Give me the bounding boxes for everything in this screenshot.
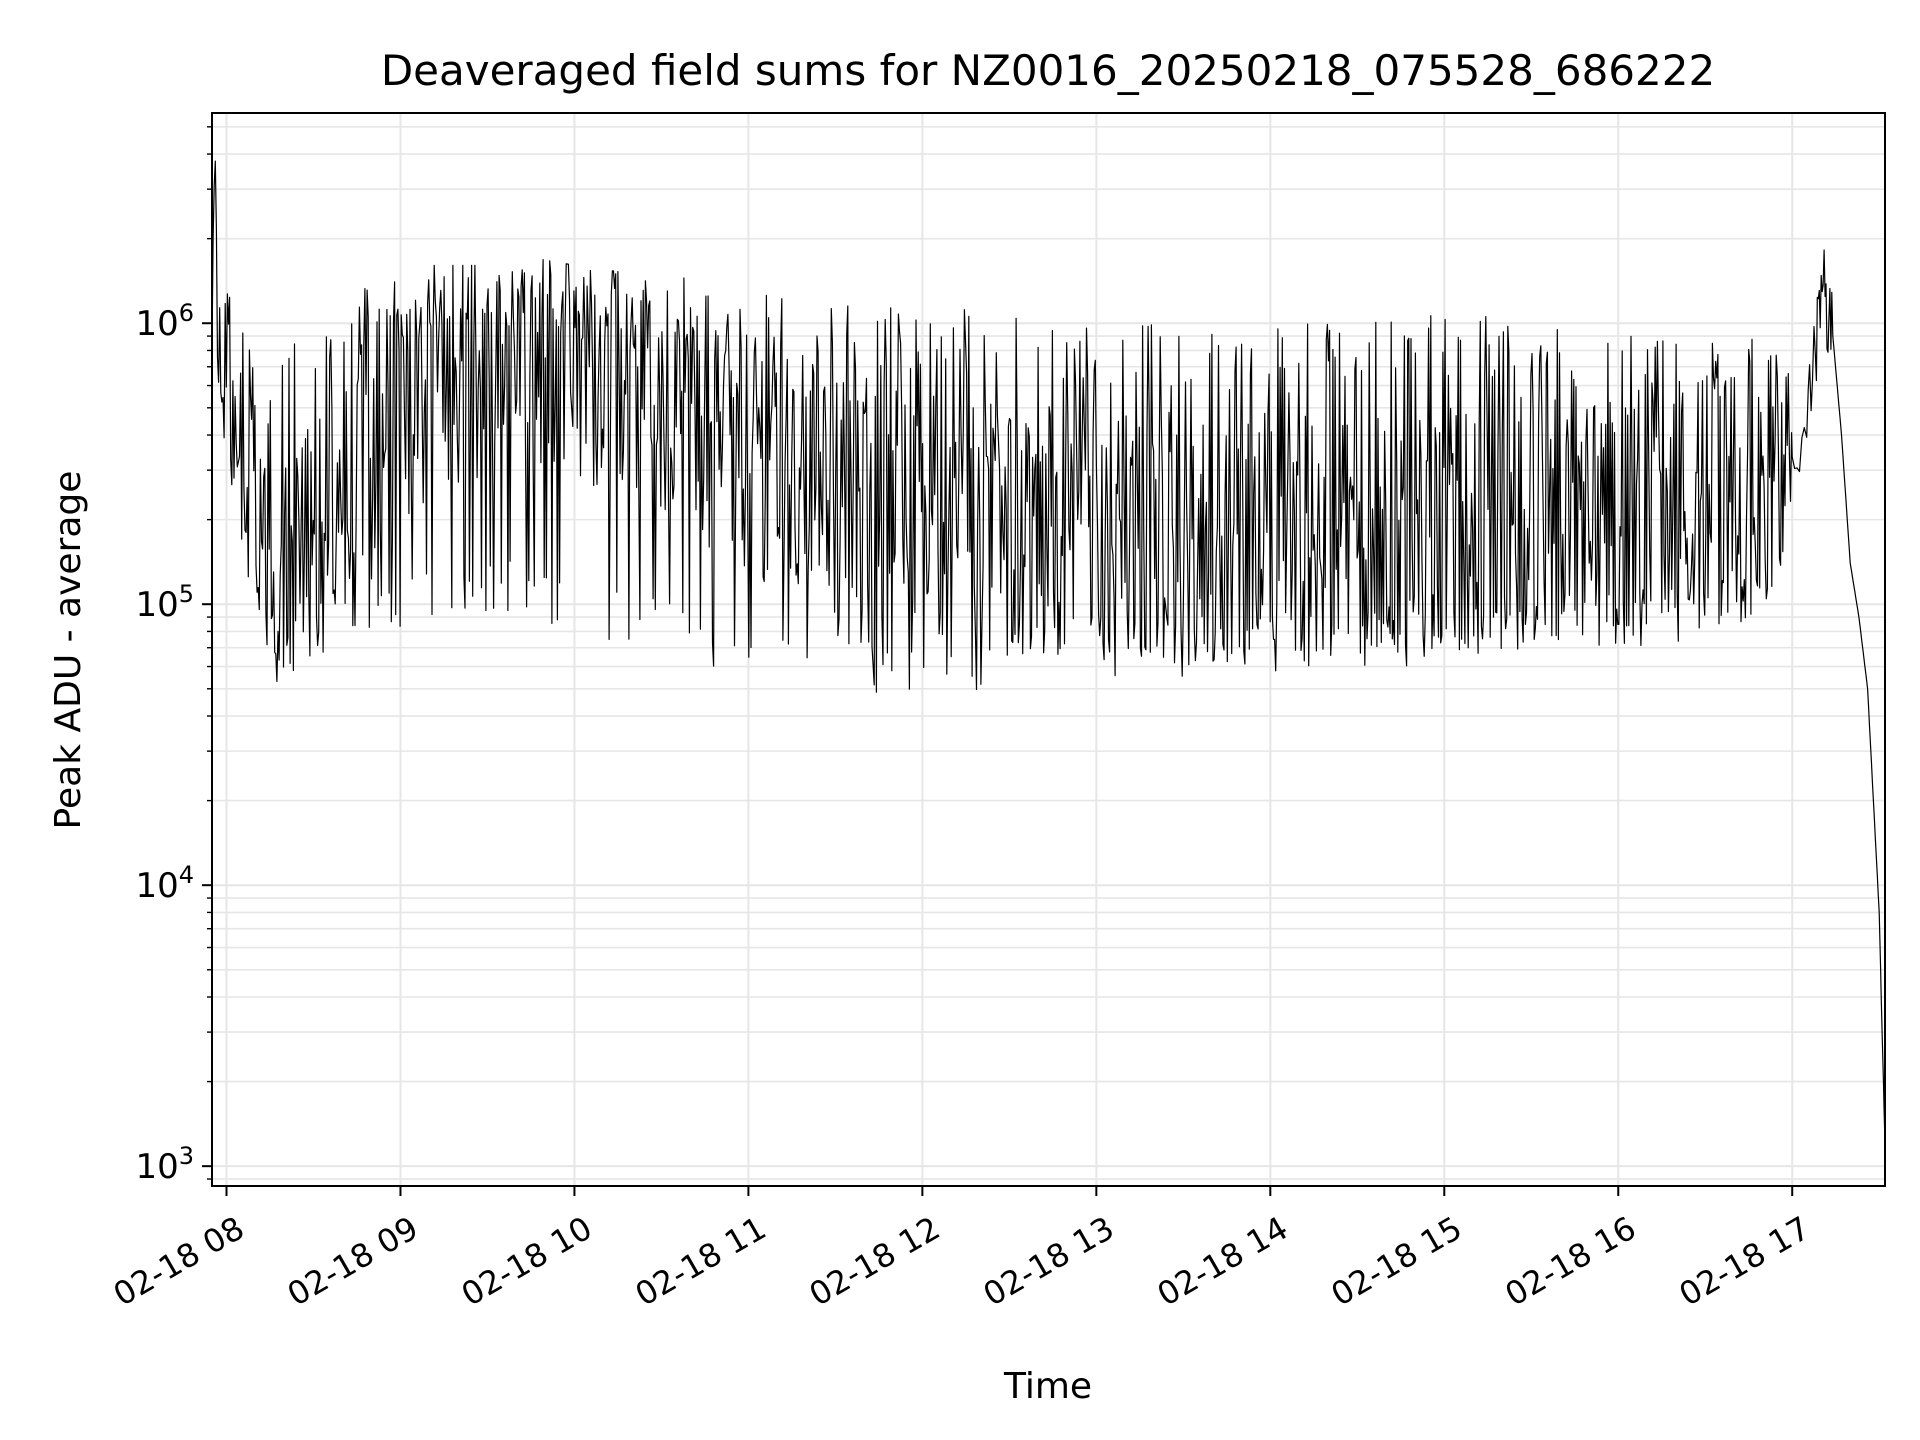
series-line	[211, 160, 1886, 1144]
chart-title: Deaveraged field sums for NZ0016_2025021…	[381, 46, 1715, 95]
y-axis-label: Peak ADU - average	[48, 471, 89, 830]
y-tick-label: 106	[135, 299, 194, 344]
data-series	[211, 160, 1886, 1144]
x-axis-label: Time	[1003, 1366, 1092, 1407]
y-tick-label: 105	[135, 580, 194, 625]
plot-area-frame	[211, 112, 1886, 1187]
y-tick-label: 104	[135, 861, 194, 906]
y-tick-label: 103	[135, 1142, 194, 1187]
